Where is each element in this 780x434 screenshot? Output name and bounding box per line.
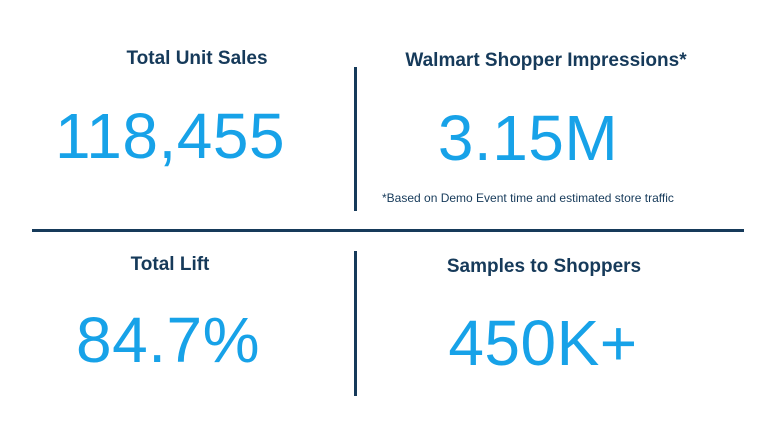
vertical-divider-top bbox=[354, 67, 357, 211]
shopper-impressions-footnote: *Based on Demo Event time and estimated … bbox=[382, 191, 674, 205]
horizontal-divider bbox=[32, 229, 744, 232]
total-lift-label: Total Lift bbox=[130, 254, 210, 275]
samples-to-shoppers-value: 450K+ bbox=[448, 307, 638, 379]
samples-to-shoppers-label: Samples to Shoppers bbox=[446, 256, 642, 277]
total-unit-sales-value: 118,455 bbox=[54, 100, 286, 172]
shopper-impressions-value: 3.15M bbox=[437, 102, 619, 174]
total-unit-sales-label: Total Unit Sales bbox=[126, 48, 268, 69]
vertical-divider-bottom bbox=[354, 251, 357, 396]
shopper-impressions-label: Walmart Shopper Impressions* bbox=[405, 50, 687, 71]
total-lift-value: 84.7% bbox=[76, 304, 260, 376]
